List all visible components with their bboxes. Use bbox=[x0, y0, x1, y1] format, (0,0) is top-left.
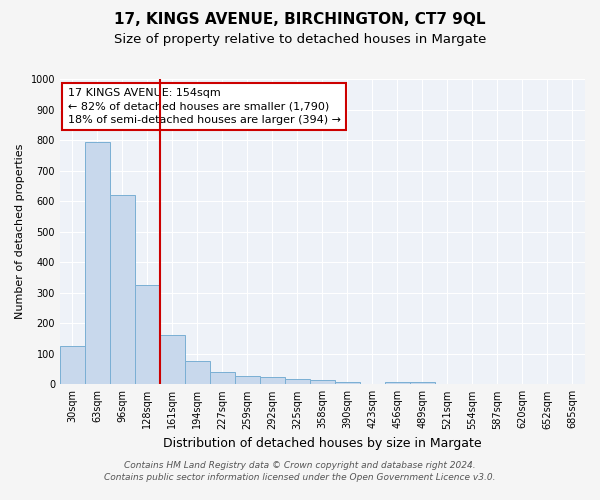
Bar bbox=[135, 285, 160, 384]
Bar bbox=[385, 382, 410, 384]
Bar bbox=[210, 372, 235, 384]
Bar bbox=[335, 382, 360, 384]
Bar bbox=[260, 376, 285, 384]
Bar bbox=[410, 382, 435, 384]
Bar bbox=[185, 361, 210, 384]
Y-axis label: Number of detached properties: Number of detached properties bbox=[15, 144, 25, 320]
Bar bbox=[110, 195, 135, 384]
Bar bbox=[85, 142, 110, 384]
Bar bbox=[160, 336, 185, 384]
Text: 17 KINGS AVENUE: 154sqm
← 82% of detached houses are smaller (1,790)
18% of semi: 17 KINGS AVENUE: 154sqm ← 82% of detache… bbox=[68, 88, 341, 124]
Text: Contains HM Land Registry data © Crown copyright and database right 2024.
Contai: Contains HM Land Registry data © Crown c… bbox=[104, 461, 496, 482]
X-axis label: Distribution of detached houses by size in Margate: Distribution of detached houses by size … bbox=[163, 437, 482, 450]
Text: Size of property relative to detached houses in Margate: Size of property relative to detached ho… bbox=[114, 32, 486, 46]
Bar bbox=[285, 379, 310, 384]
Text: 17, KINGS AVENUE, BIRCHINGTON, CT7 9QL: 17, KINGS AVENUE, BIRCHINGTON, CT7 9QL bbox=[114, 12, 486, 28]
Bar bbox=[235, 376, 260, 384]
Bar bbox=[60, 346, 85, 385]
Bar bbox=[310, 380, 335, 384]
